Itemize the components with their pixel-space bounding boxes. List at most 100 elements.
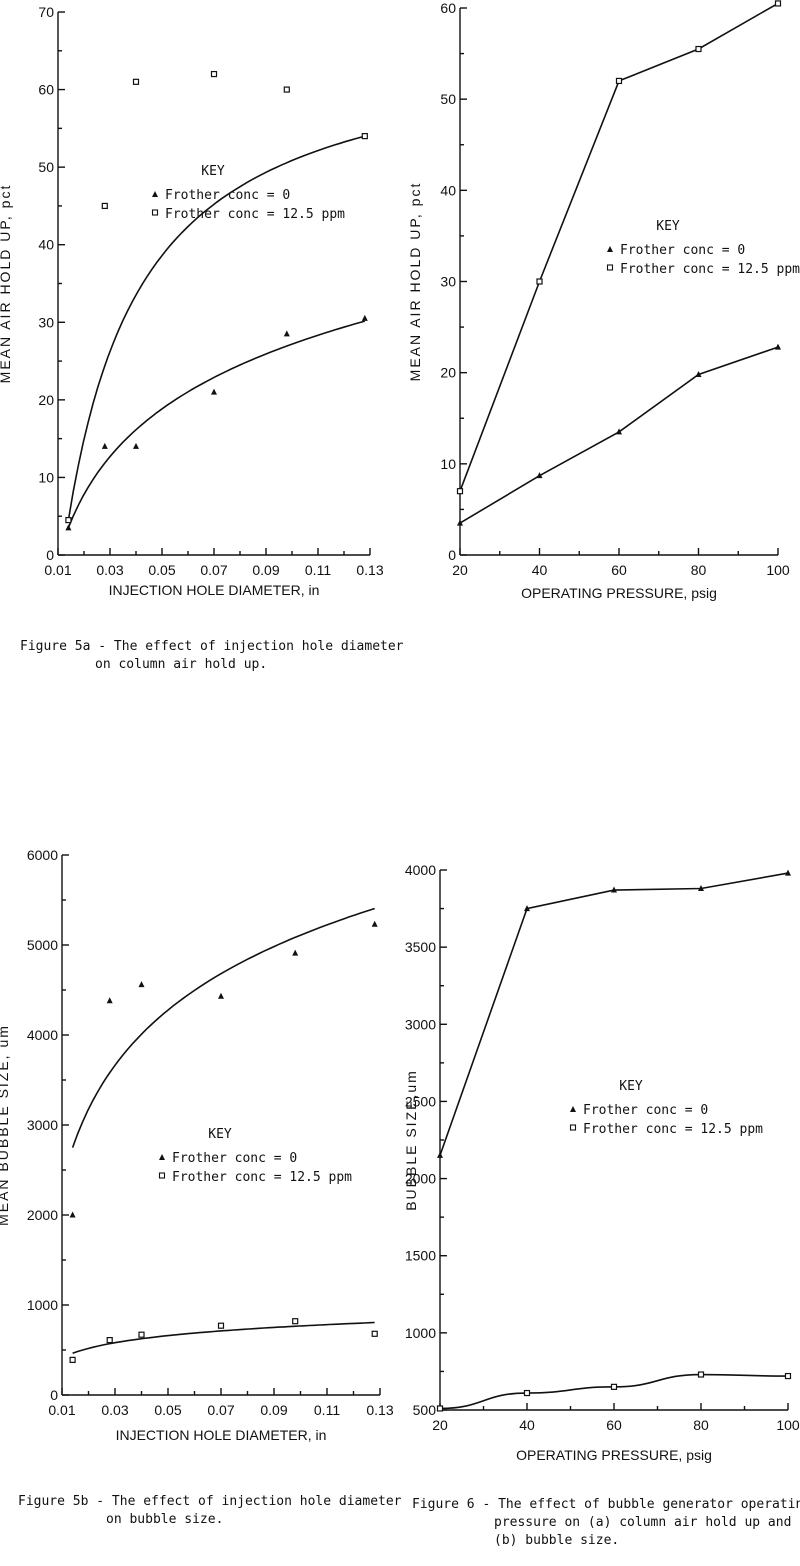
y-tick-label: 20 — [38, 392, 54, 408]
data-point-triangle — [69, 1211, 76, 1218]
key-entry: Frother conc = 12.5 ppm — [165, 207, 345, 222]
y-tick-label: 0 — [448, 547, 456, 563]
chart-pressure-bubble-size: 20 40 60 80 100 500 1000 1500 2000 2500 3000 3500 40… — [403, 862, 800, 1548]
data-point-square — [615, 77, 623, 85]
y-tick-label: 4000 — [405, 862, 436, 878]
key-entry: Frother conc = 12.5 ppm — [583, 1122, 763, 1137]
data-point-square — [292, 1318, 299, 1325]
figure-caption-line: on column air hold up. — [95, 657, 267, 672]
data-point-triangle — [785, 869, 791, 876]
chart-hole-diameter-bubble-size: 0.01 0.03 0.05 0.07 0.09 0.11 0.13 0 1000 2000 300… — [0, 847, 402, 1527]
figure-caption-line: on bubble size. — [106, 1512, 223, 1527]
data-point-triangle — [106, 997, 113, 1004]
data-point-square — [523, 1389, 531, 1397]
key-marker-triangle — [152, 191, 158, 197]
series-line — [67, 320, 366, 529]
y-tick-label: 2000 — [405, 1171, 436, 1187]
x-tick-label: 20 — [452, 562, 468, 578]
y-tick-label: 50 — [440, 91, 456, 107]
key-marker-triangle — [159, 1154, 165, 1160]
y-tick-label: 40 — [38, 237, 54, 253]
x-tick-label: 0.13 — [366, 1402, 393, 1418]
series-line — [72, 1321, 375, 1355]
key-entry: Frother conc = 12.5 ppm — [172, 1170, 352, 1185]
y-tick-label: 30 — [38, 314, 54, 330]
x-tick-label: 0.03 — [96, 562, 123, 578]
data-point-square — [695, 45, 702, 53]
x-tick-label: 0.09 — [260, 1402, 287, 1418]
data-point-square — [784, 1372, 792, 1380]
x-tick-label: 60 — [611, 562, 627, 578]
x-tick-label: 40 — [519, 1417, 535, 1433]
x-tick-label: 80 — [693, 1417, 709, 1433]
x-tick-label: 0.01 — [44, 562, 71, 578]
y-tick-label: 30 — [440, 274, 456, 290]
data-point-square — [536, 278, 543, 285]
key-title: KEY — [656, 219, 680, 234]
key-entry: Frother conc = 0 — [165, 188, 290, 203]
data-point-square — [283, 86, 290, 93]
data-point-square — [65, 516, 72, 524]
series-line — [459, 346, 779, 524]
data-point-square — [610, 1383, 618, 1390]
series-line — [67, 135, 366, 521]
x-tick-label: 0.01 — [48, 1402, 75, 1418]
y-tick-label: 60 — [38, 82, 54, 98]
x-tick-label: 20 — [432, 1417, 448, 1433]
y-tick-label: 2500 — [405, 1093, 436, 1109]
data-point-triangle — [218, 992, 224, 999]
key-marker-square — [606, 264, 614, 271]
key-entry: Frother conc = 0 — [583, 1103, 708, 1118]
y-axis-label: MEAN BUBBLE SIZE, um — [0, 1024, 11, 1226]
y-tick-label: 1500 — [405, 1248, 436, 1264]
y-tick-label: 2000 — [27, 1207, 58, 1223]
key-entry: Frother conc = 0 — [172, 1151, 297, 1166]
key-entry: Frother conc = 12.5 ppm — [620, 262, 800, 277]
data-point-square — [361, 133, 368, 140]
x-tick-label: 0.11 — [314, 1402, 340, 1418]
data-point-triangle — [616, 428, 622, 435]
x-tick-label: 0.05 — [154, 1402, 181, 1418]
x-axis-label: OPERATING PRESSURE, psig — [516, 1447, 712, 1463]
x-tick-label: 40 — [532, 562, 548, 578]
y-tick-label: 6000 — [27, 847, 58, 863]
y-tick-label: 50 — [38, 159, 54, 175]
data-point-square — [132, 78, 140, 85]
x-tick-label: 60 — [606, 1417, 622, 1433]
data-point-triangle — [524, 905, 530, 912]
x-tick-label: 0.09 — [252, 562, 279, 578]
key-title: KEY — [201, 164, 225, 179]
y-tick-label: 0 — [46, 547, 54, 563]
figure-caption-line: Figure 5a - The effect of injection hole… — [20, 639, 404, 654]
y-tick-label: 3500 — [405, 939, 436, 955]
data-point-square — [774, 0, 782, 7]
data-point-triangle — [283, 330, 290, 337]
data-point-triangle — [371, 920, 378, 927]
figure-caption-line: Figure 5b - The effect of injection hole… — [18, 1494, 402, 1509]
data-point-triangle — [775, 343, 781, 350]
key-entry: Frother conc = 0 — [620, 243, 745, 258]
data-point-triangle — [211, 388, 217, 395]
key-marker-square — [569, 1124, 577, 1131]
x-axis-label: INJECTION HOLE DIAMETER, in — [109, 582, 320, 598]
y-tick-label: 3000 — [27, 1117, 58, 1133]
data-point-square — [697, 1371, 705, 1378]
data-point-triangle — [138, 981, 145, 988]
data-point-triangle — [457, 519, 463, 526]
y-axis-label: MEAN AIR HOLD UP, pct — [0, 184, 13, 384]
x-tick-label: 100 — [776, 1417, 800, 1433]
x-tick-label: 0.07 — [200, 562, 227, 578]
data-point-square — [371, 1330, 378, 1337]
x-axis-label: INJECTION HOLE DIAMETER, in — [116, 1427, 327, 1443]
data-point-triangle — [695, 370, 702, 377]
y-tick-label: 10 — [38, 469, 54, 485]
data-point-square — [436, 1405, 444, 1412]
data-point-square — [101, 202, 108, 210]
x-tick-label: 0.03 — [101, 1402, 128, 1418]
data-point-triangle — [437, 1151, 443, 1158]
x-tick-label: 0.13 — [356, 562, 383, 578]
figure-caption-line: (b) bubble size. — [494, 1533, 619, 1548]
y-tick-label: 20 — [440, 365, 456, 381]
data-point-square — [138, 1331, 145, 1338]
